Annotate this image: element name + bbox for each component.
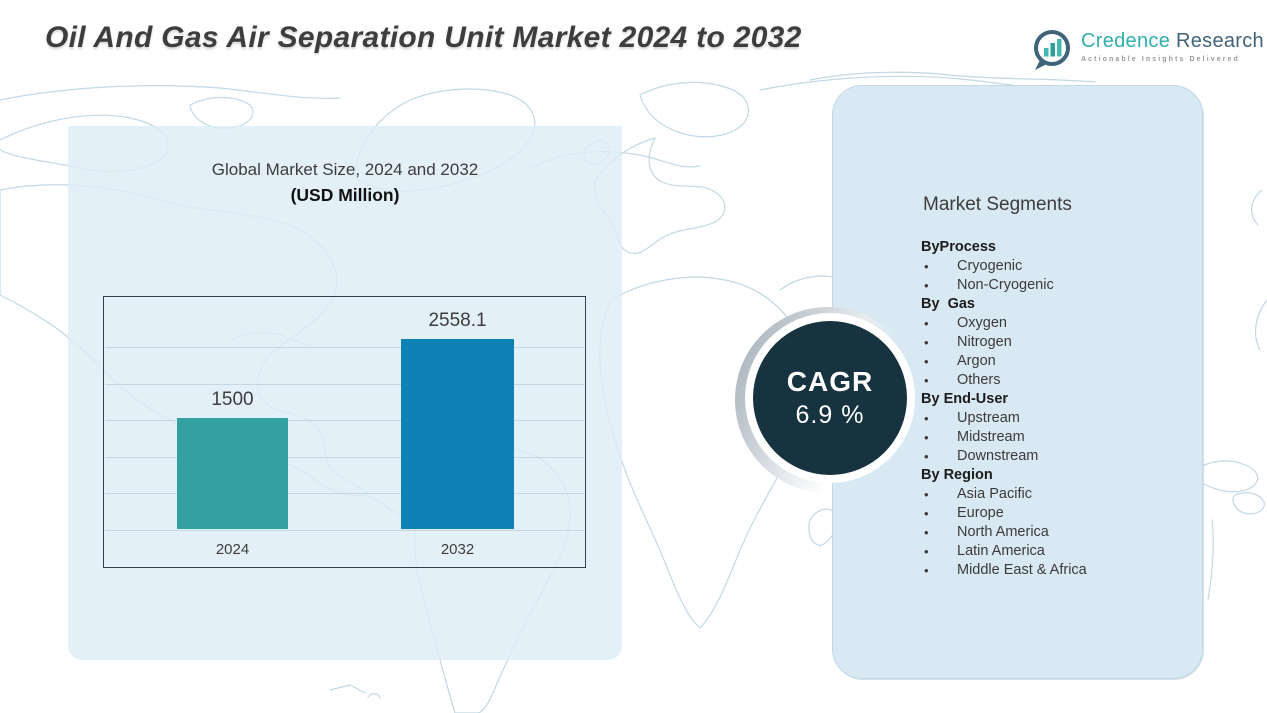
bar [401, 339, 514, 529]
bullet-icon: • [924, 487, 929, 502]
segment-item: • Asia Pacific [921, 485, 1191, 504]
segment-item: • Nitrogen [921, 333, 1191, 352]
brand-name-primary: Credence [1081, 30, 1171, 52]
chart-title: Global Market Size, 2024 and 2032 [211, 160, 479, 179]
segment-item-label: Middle East & Africa [957, 562, 1087, 578]
cagr-label: CAGR [786, 366, 874, 397]
segment-item-label: Latin America [957, 543, 1045, 559]
bar-group-2024: 1500 2024 [177, 297, 288, 567]
logo-text: Credence Research Actionable Insights De… [1081, 27, 1264, 63]
bar-group-2032: 2558.1 2032 [401, 297, 514, 567]
segment-item: • Non-Cryogenic [921, 276, 1191, 295]
bullet-icon: • [924, 411, 929, 426]
segment-item-label: Europe [957, 505, 1004, 521]
segment-item: • Others [921, 371, 1191, 390]
segment-item-label: Upstream [957, 410, 1020, 426]
segment-item: • Oxygen [921, 314, 1191, 333]
gridline [105, 493, 584, 494]
logo-tagline: Actionable Insights Delivered [1081, 56, 1240, 63]
chart-panel-background [68, 126, 622, 660]
brand-name-secondary: Research [1175, 30, 1264, 52]
segment-item-label: Midstream [957, 429, 1025, 445]
bullet-icon: • [924, 335, 929, 350]
segments-list: ByProcess • Cryogenic • Non-Cryogenic By Gas •… [921, 238, 1191, 580]
bullet-icon: • [924, 525, 929, 540]
bar-category-label: 2024 [215, 541, 250, 558]
bar-chart-bubble-icon [1030, 27, 1074, 78]
segment-group-label: By Gas [921, 296, 975, 312]
gridline [105, 457, 584, 458]
cagr-circle: CAGR 6.9 % [753, 321, 907, 475]
gridline [105, 384, 584, 385]
segment-item-label: North America [957, 524, 1049, 540]
bullet-icon: • [924, 259, 929, 274]
credence-research-logo: Credence Research Actionable Insights De… [1030, 27, 1264, 78]
segment-item: • Downstream [921, 447, 1191, 466]
page-title: Oil And Gas Air Separation Unit Market 2… [45, 21, 802, 54]
gridline [105, 420, 584, 421]
segment-group-label: ByProcess [921, 239, 996, 255]
segment-item-label: Non-Cryogenic [957, 277, 1054, 293]
gridline [105, 347, 584, 348]
segment-item: • North America [921, 523, 1191, 542]
segment-item-label: Asia Pacific [957, 486, 1032, 502]
segment-item: • Argon [921, 352, 1191, 371]
segment-item-label: Oxygen [957, 315, 1007, 331]
segment-item-label: Others [957, 372, 1001, 388]
bullet-icon: • [924, 544, 929, 559]
segment-item: • Middle East & Africa [921, 561, 1191, 580]
bullet-icon: • [924, 278, 929, 293]
cagr-value: 6.9 % [795, 401, 865, 429]
cagr-badge: CAGR 6.9 % [735, 305, 927, 497]
bullet-icon: • [924, 449, 929, 464]
bullet-icon: • [924, 373, 929, 388]
bar-category-label: 2032 [440, 541, 475, 558]
brand-name: Credence Research [1081, 30, 1264, 53]
bar-chart: 1500 2024 2558.1 2032 [103, 296, 586, 568]
segment-item-label: Downstream [957, 448, 1039, 464]
chart-heading: Global Market Size, 2024 and 2032 (USD M… [68, 160, 622, 206]
bullet-icon: • [924, 354, 929, 369]
bullet-icon: • [924, 316, 929, 331]
bar-value-label: 1500 [211, 389, 254, 410]
gridline [105, 530, 584, 531]
segment-item-label: Nitrogen [957, 334, 1012, 350]
bar-value-label: 2558.1 [428, 310, 487, 331]
bar [177, 418, 288, 529]
segment-item: • Europe [921, 504, 1191, 523]
bullet-icon: • [924, 563, 929, 578]
segment-item: • Latin America [921, 542, 1191, 561]
bullet-icon: • [924, 430, 929, 445]
segment-item: • Upstream [921, 409, 1191, 428]
segment-item-label: Argon [957, 353, 996, 369]
segments-title: Market Segments [923, 194, 1072, 215]
segment-item: • Midstream [921, 428, 1191, 447]
segment-group-label: By Region [921, 467, 993, 483]
chart-subtitle: (USD Million) [290, 185, 400, 205]
segment-group-label: By End-User [921, 391, 1009, 407]
bullet-icon: • [924, 506, 929, 521]
segment-item: • Cryogenic [921, 257, 1191, 276]
segment-item-label: Cryogenic [957, 258, 1023, 274]
